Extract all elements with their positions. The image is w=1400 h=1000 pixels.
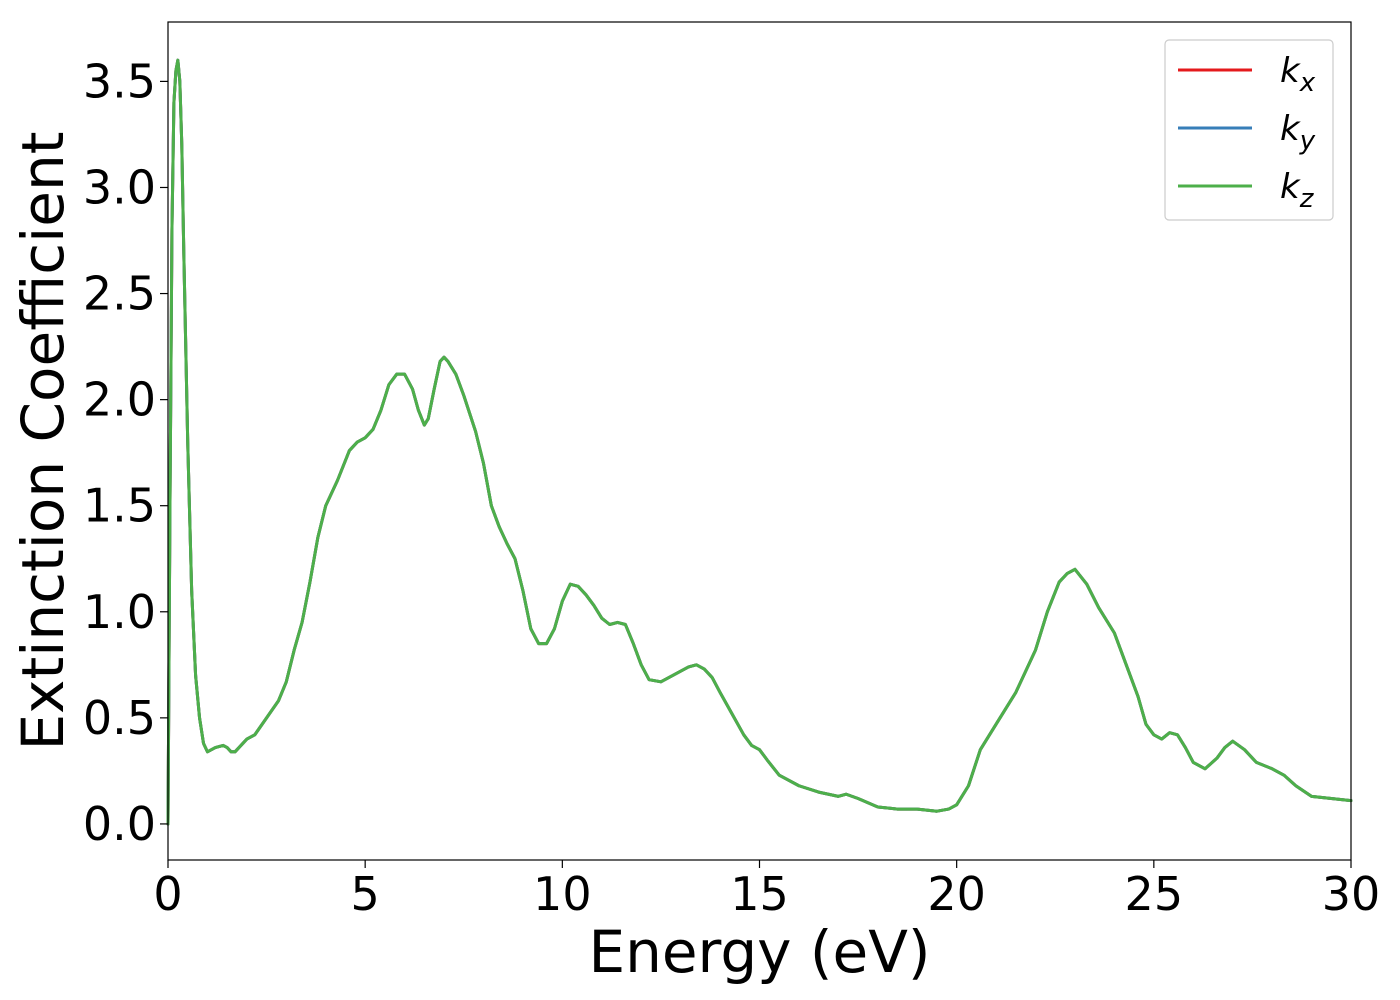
x-tick-label: 15	[730, 867, 789, 921]
x-tick-label: 25	[1125, 867, 1184, 921]
legend-label-k-x: kx	[1280, 51, 1316, 98]
y-tick-label: 1.0	[83, 585, 156, 639]
y-tick-label: 2.5	[83, 267, 156, 321]
legend-frame	[1164, 39, 1334, 221]
legend-label-k-z: kz	[1280, 167, 1315, 214]
legend-label-k-y: ky	[1280, 109, 1316, 156]
y-tick-label: 2.0	[83, 373, 156, 427]
y-axis-label: Extinction Coefficient	[9, 132, 77, 751]
y-tick-label: 0.0	[83, 797, 156, 851]
x-tick-label: 0	[153, 867, 182, 921]
series-line-k-z	[166, 58, 1353, 826]
x-axis: 0 5 10 15 20 25 30	[153, 860, 1380, 921]
series-layer	[166, 58, 1353, 826]
y-axis: 0.0 0.5 1.0 1.5 2.0 2.5 3.0 3.5	[83, 54, 168, 851]
x-tick-label: 20	[927, 867, 986, 921]
y-tick-label: 0.5	[83, 691, 156, 745]
plot-background	[168, 22, 1351, 860]
y-tick-label: 1.5	[83, 479, 156, 533]
x-axis-label: Energy (eV)	[588, 918, 930, 986]
legend: kx ky kz	[1164, 39, 1334, 221]
x-tick-label: 10	[533, 867, 592, 921]
y-tick-label: 3.0	[83, 160, 156, 214]
x-tick-label: 5	[351, 867, 380, 921]
y-tick-label: 3.5	[83, 54, 156, 108]
x-tick-label: 30	[1322, 867, 1381, 921]
